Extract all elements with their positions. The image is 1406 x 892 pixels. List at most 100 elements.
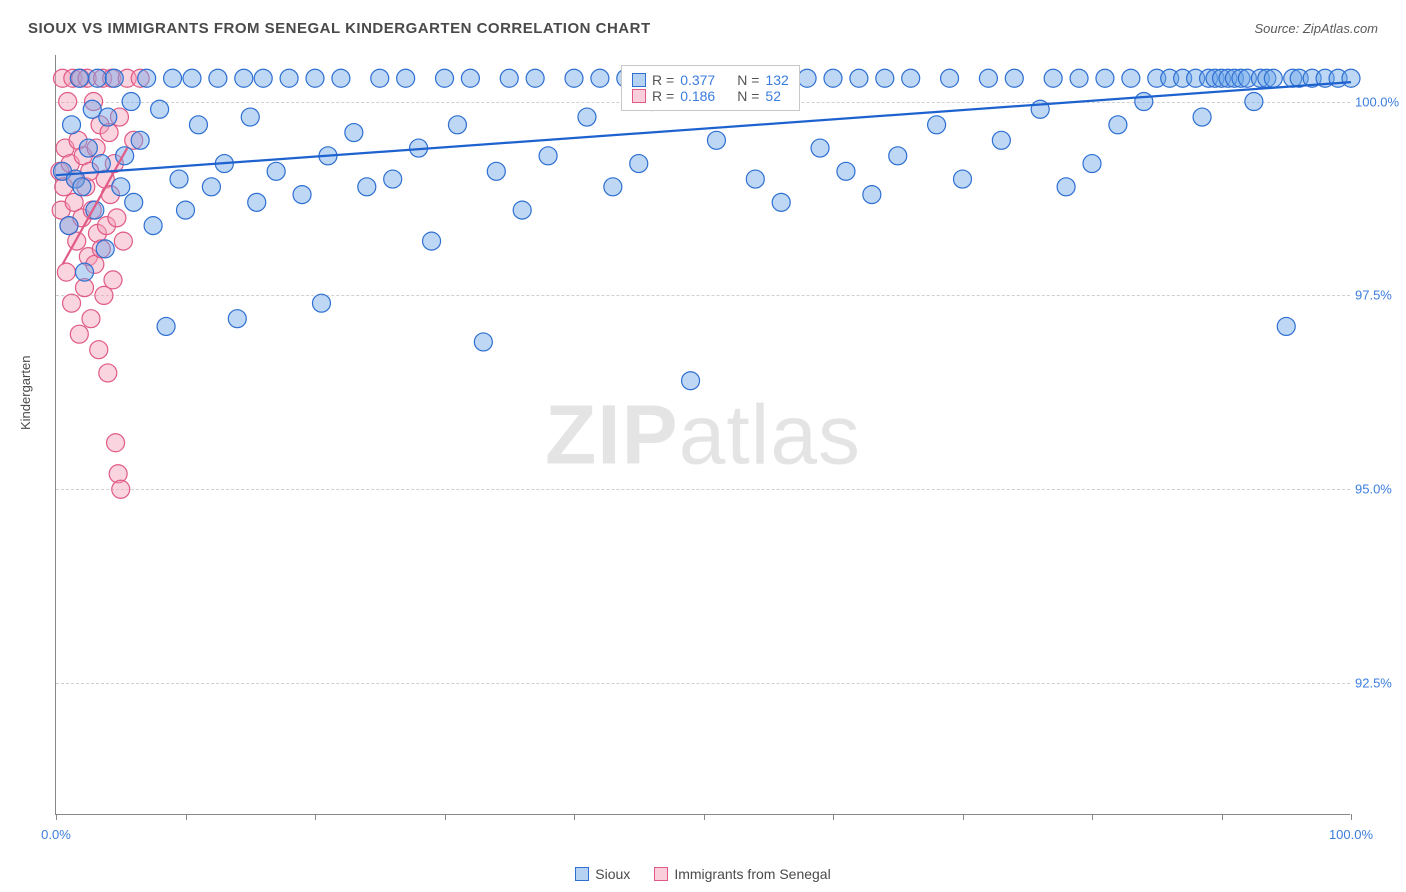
- scatter-point-sioux: [902, 69, 920, 87]
- scatter-point-sioux: [1264, 69, 1282, 87]
- scatter-point-sioux: [461, 69, 479, 87]
- n-label: N =: [737, 88, 759, 104]
- legend-label: Immigrants from Senegal: [674, 866, 830, 882]
- x-tick: [445, 814, 446, 820]
- scatter-point-sioux: [1057, 178, 1075, 196]
- scatter-point-sioux: [228, 310, 246, 328]
- scatter-point-sioux: [92, 155, 110, 173]
- r-label: R =: [652, 72, 674, 88]
- scatter-point-sioux: [60, 217, 78, 235]
- n-label: N =: [737, 72, 759, 88]
- scatter-point-senegal: [57, 263, 75, 281]
- source-attribution: Source: ZipAtlas.com: [1254, 21, 1378, 36]
- x-tick: [574, 814, 575, 820]
- scatter-point-senegal: [107, 434, 125, 452]
- scatter-point-sioux: [384, 170, 402, 188]
- scatter-point-sioux: [954, 170, 972, 188]
- r-value: 0.186: [680, 88, 715, 104]
- scatter-point-sioux: [798, 69, 816, 87]
- scatter-point-sioux: [235, 69, 253, 87]
- scatter-point-senegal: [108, 209, 126, 227]
- scatter-point-sioux: [772, 193, 790, 211]
- scatter-point-senegal: [63, 294, 81, 312]
- scatter-point-sioux: [73, 178, 91, 196]
- scatter-point-sioux: [267, 162, 285, 180]
- scatter-point-sioux: [539, 147, 557, 165]
- x-tick: [963, 814, 964, 820]
- legend-item-sioux: Sioux: [575, 866, 630, 882]
- chart-svg: [56, 55, 1350, 814]
- x-tick-label: 0.0%: [41, 827, 71, 842]
- scatter-point-sioux: [371, 69, 389, 87]
- scatter-point-sioux: [746, 170, 764, 188]
- y-axis-title: Kindergarten: [18, 356, 33, 430]
- x-tick: [315, 814, 316, 820]
- scatter-point-sioux: [88, 69, 106, 87]
- scatter-point-sioux: [591, 69, 609, 87]
- scatter-point-sioux: [941, 69, 959, 87]
- scatter-point-sioux: [889, 147, 907, 165]
- scatter-point-sioux: [125, 193, 143, 211]
- scatter-point-sioux: [63, 116, 81, 134]
- scatter-point-sioux: [189, 116, 207, 134]
- scatter-point-sioux: [105, 69, 123, 87]
- scatter-point-sioux: [241, 108, 259, 126]
- scatter-point-sioux: [209, 69, 227, 87]
- scatter-point-sioux: [164, 69, 182, 87]
- scatter-point-sioux: [630, 155, 648, 173]
- scatter-point-sioux: [837, 162, 855, 180]
- scatter-point-senegal: [82, 310, 100, 328]
- correlation-row-sioux: R = 0.377 N = 132: [632, 72, 789, 88]
- scatter-point-sioux: [70, 69, 88, 87]
- scatter-point-sioux: [151, 100, 169, 118]
- swatch-blue-icon: [575, 867, 589, 881]
- series-legend: Sioux Immigrants from Senegal: [0, 866, 1406, 882]
- scatter-point-sioux: [280, 69, 298, 87]
- scatter-point-sioux: [177, 201, 195, 219]
- scatter-point-sioux: [99, 108, 117, 126]
- scatter-point-sioux: [811, 139, 829, 157]
- scatter-point-senegal: [95, 286, 113, 304]
- scatter-point-sioux: [202, 178, 220, 196]
- scatter-point-sioux: [306, 69, 324, 87]
- x-tick: [704, 814, 705, 820]
- swatch-pink-icon: [654, 867, 668, 881]
- scatter-point-sioux: [397, 69, 415, 87]
- scatter-point-sioux: [682, 372, 700, 390]
- scatter-point-sioux: [144, 217, 162, 235]
- x-tick: [1351, 814, 1352, 820]
- scatter-point-sioux: [928, 116, 946, 134]
- scatter-point-sioux: [138, 69, 156, 87]
- n-value: 132: [765, 72, 788, 88]
- scatter-point-sioux: [1122, 69, 1140, 87]
- y-tick-label: 100.0%: [1355, 94, 1405, 109]
- scatter-point-sioux: [157, 317, 175, 335]
- scatter-point-sioux: [1070, 69, 1088, 87]
- scatter-point-sioux: [979, 69, 997, 87]
- scatter-point-senegal: [114, 232, 132, 250]
- x-tick: [56, 814, 57, 820]
- scatter-point-sioux: [183, 69, 201, 87]
- scatter-point-sioux: [122, 93, 140, 111]
- r-label: R =: [652, 88, 674, 104]
- scatter-point-sioux: [1005, 69, 1023, 87]
- scatter-point-sioux: [578, 108, 596, 126]
- scatter-point-senegal: [59, 93, 77, 111]
- scatter-point-sioux: [1096, 69, 1114, 87]
- scatter-point-sioux: [707, 131, 725, 149]
- n-value: 52: [765, 88, 781, 104]
- scatter-point-sioux: [170, 170, 188, 188]
- scatter-point-sioux: [863, 186, 881, 204]
- scatter-point-sioux: [131, 131, 149, 149]
- legend-label: Sioux: [595, 866, 630, 882]
- x-tick: [1222, 814, 1223, 820]
- x-tick: [833, 814, 834, 820]
- scatter-point-sioux: [423, 232, 441, 250]
- scatter-point-sioux: [332, 69, 350, 87]
- y-tick-label: 97.5%: [1355, 288, 1405, 303]
- scatter-point-senegal: [104, 271, 122, 289]
- swatch-pink-icon: [632, 89, 646, 103]
- scatter-point-sioux: [79, 139, 97, 157]
- scatter-point-senegal: [99, 364, 117, 382]
- scatter-point-sioux: [1135, 93, 1153, 111]
